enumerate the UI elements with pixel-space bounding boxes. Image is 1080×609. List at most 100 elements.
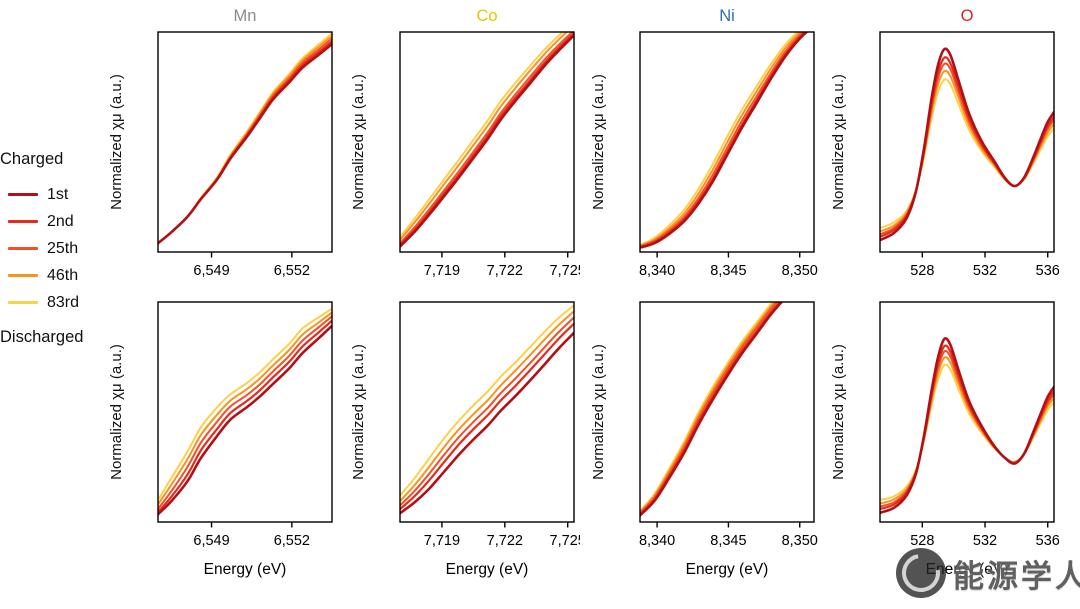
x-tick-label: 8,340 <box>639 533 675 549</box>
legend-item-1st: 1st <box>0 181 150 208</box>
series-line-2nd <box>400 322 574 511</box>
x-tick-label: 7,725 <box>550 263 580 278</box>
x-axis-label: Energy (eV) <box>926 561 1009 578</box>
x-tick-label: 6,549 <box>193 263 229 278</box>
x-tick-label: 8,345 <box>710 263 746 278</box>
legend-item-label: 25th <box>47 239 79 257</box>
series-line-25th <box>640 32 805 248</box>
y-axis-label: Normalized χμ (a.u.) <box>590 344 607 480</box>
y-axis-label: Normalized χμ (a.u.) <box>108 74 125 210</box>
panel-title: Mn <box>234 7 257 25</box>
series-line-25th <box>158 315 332 510</box>
series-line-2nd <box>158 319 332 514</box>
series-line-1st <box>880 337 1054 515</box>
legend-swatch-icon <box>8 192 38 197</box>
panel-ni-discharged: Normalized χμ (a.u.) 8,340 8,345 8,350 Energ… <box>588 290 820 595</box>
x-tick-label: 7,722 <box>487 263 523 278</box>
x-tick-label: 7,719 <box>424 533 460 549</box>
plot-frame <box>399 31 575 253</box>
x-tick-label: 8,340 <box>639 263 675 278</box>
chart-svg: Ni Normalized χμ (a.u.) 8,340 8,345 8,350 <box>590 7 818 279</box>
panel-o-discharged: Normalized χμ (a.u.) 528 532 536 Energy (eV) <box>828 290 1060 595</box>
x-tick-label: 7,722 <box>487 533 523 549</box>
series-line-1st <box>640 32 809 249</box>
legend-item-label: 46th <box>47 266 79 284</box>
panel-co-charged: Co Normalized χμ (a.u.) 7,719 7,722 7,725 <box>348 0 586 283</box>
series-line-83rd <box>880 363 1054 501</box>
x-tick-label: 8,350 <box>782 263 818 278</box>
series-line-46th <box>640 32 802 247</box>
legend-swatch-icon <box>8 273 38 278</box>
x-axis-label: Energy (eV) <box>686 561 769 578</box>
legend-charged-label: Charged <box>0 150 64 168</box>
y-axis-label: Normalized χμ (a.u.) <box>350 74 367 210</box>
series-line-83rd <box>400 304 574 497</box>
series-line-1st <box>640 302 784 517</box>
panel-ni-charged: Ni Normalized χμ (a.u.) 8,340 8,345 8,350 <box>588 0 820 283</box>
chart-svg: Normalized χμ (a.u.) 8,340 8,345 8,350 Energ… <box>590 301 818 578</box>
x-tick-label: 532 <box>973 533 997 549</box>
series-line-2nd <box>880 344 1054 511</box>
panel-title: O <box>961 7 974 25</box>
chart-svg: O Normalized χμ (a.u.) 528 532 536 <box>830 7 1060 279</box>
x-axis-label: Energy (eV) <box>446 561 529 578</box>
series-line-46th <box>880 356 1054 505</box>
panel-co-discharged: Normalized χμ (a.u.) 7,719 7,722 7,725 Energ… <box>348 290 586 595</box>
plot-frame <box>639 301 815 523</box>
series-line-83rd <box>158 307 332 501</box>
x-axis-label: Energy (eV) <box>204 561 287 578</box>
series-line-25th <box>880 349 1054 508</box>
plot-frame <box>157 301 333 523</box>
panel-o-charged: O Normalized χμ (a.u.) 528 532 536 <box>828 0 1060 283</box>
chart-svg: Normalized χμ (a.u.) 7,719 7,722 7,725 Energ… <box>350 301 586 578</box>
x-tick-label: 528 <box>910 533 934 549</box>
legend-swatch-icon <box>8 300 38 305</box>
panel-mn-charged: Mn Normalized χμ (a.u.) 6,549 6,552 <box>106 0 338 283</box>
plot-frame <box>879 301 1055 523</box>
series-line-25th <box>640 302 779 515</box>
chart-svg: Normalized χμ (a.u.) 528 532 536 Energy (eV) <box>830 301 1060 578</box>
x-tick-label: 536 <box>1036 533 1060 549</box>
legend-discharged-label: Discharged <box>0 328 84 346</box>
y-axis-label: Normalized χμ (a.u.) <box>350 344 367 480</box>
series-line-2nd <box>400 32 574 247</box>
series-line-1st <box>400 34 574 248</box>
series-line-1st <box>158 324 332 516</box>
x-tick-label: 8,350 <box>782 533 818 549</box>
series-line-46th <box>400 32 569 241</box>
legend-cycle-list: 1st 2nd 25th 46th 83rd <box>0 181 150 316</box>
x-tick-label: 6,549 <box>193 533 229 549</box>
legend-item-label: 1st <box>47 185 69 203</box>
series-line-83rd <box>640 32 799 246</box>
plot-frame <box>399 301 575 523</box>
x-tick-label: 6,552 <box>274 263 310 278</box>
legend-item-2nd: 2nd <box>0 208 150 235</box>
series-line-1st <box>158 42 332 245</box>
y-axis-label: Normalized χμ (a.u.) <box>108 344 125 480</box>
panel-mn-discharged: Normalized χμ (a.u.) 6,549 6,552 Energy (eV… <box>106 290 338 595</box>
plot-frame <box>639 31 815 253</box>
series-line-83rd <box>880 78 1054 229</box>
legend-item-46th: 46th <box>0 262 150 289</box>
series-line-25th <box>400 32 574 245</box>
x-tick-label: 532 <box>973 263 997 278</box>
legend-item-83rd: 83rd <box>0 289 150 316</box>
series-line-46th <box>400 310 574 503</box>
chart-svg: Co Normalized χμ (a.u.) 7,719 7,722 7,725 <box>350 7 586 279</box>
series-line-83rd <box>400 32 565 238</box>
chart-svg: Normalized χμ (a.u.) 6,549 6,552 Energy (eV… <box>108 301 333 578</box>
legend-item-label: 83rd <box>47 293 80 311</box>
chart-svg: Mn Normalized χμ (a.u.) 6,549 6,552 <box>108 7 333 279</box>
y-axis-label: Normalized χμ (a.u.) <box>830 74 847 210</box>
x-tick-label: 7,719 <box>424 263 460 278</box>
series-line-1st <box>400 331 574 515</box>
series-line-46th <box>640 302 776 514</box>
x-tick-label: 528 <box>910 263 934 278</box>
legend-item-25th: 25th <box>0 235 150 262</box>
series-line-25th <box>880 62 1054 236</box>
series-line-83rd <box>640 302 774 512</box>
series-line-2nd <box>158 40 332 245</box>
legend-swatch-icon <box>8 246 38 251</box>
series-line-46th <box>158 311 332 506</box>
